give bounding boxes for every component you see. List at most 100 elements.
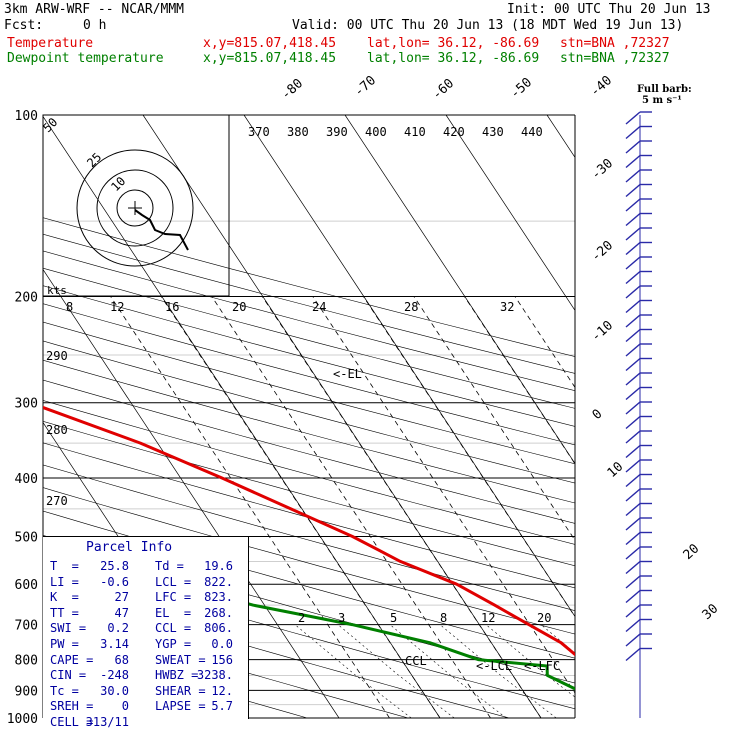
- parcel-row-cell: T =: [50, 559, 79, 573]
- parcel-row-cell: LI =: [50, 574, 79, 589]
- hodograph-frame: [42, 114, 230, 297]
- wind-barb-staff: [625, 415, 641, 430]
- dry-adiabat: [43, 303, 575, 446]
- mixing-ratio-label: 8: [440, 611, 447, 625]
- dry-adiabat: [43, 285, 575, 427]
- init-time: Init: 00 UTC Thu 20 Jun 13: [507, 2, 711, 17]
- barb-legend-unit: 5 m s⁻¹: [642, 95, 682, 106]
- isotherm-label-top: -40: [588, 73, 615, 100]
- wind-barb-staff: [625, 604, 641, 618]
- dew-series-latlon: lat,lon= 36.12, -86.69: [367, 51, 540, 66]
- speed-tick: 32: [500, 300, 514, 314]
- speed-tick: 12: [110, 300, 124, 314]
- wind-barb-staff: [625, 270, 641, 285]
- isotherm-label-right: 10: [605, 459, 627, 481]
- wind-barb-staff: [625, 241, 641, 256]
- wind-barb: [625, 502, 652, 517]
- wind-barb-staff: [625, 299, 641, 314]
- wind-barb-staff: [625, 444, 641, 459]
- wind-barb: [625, 517, 652, 531]
- dry-adiabat-label: 370: [248, 125, 270, 139]
- wind-barb-staff: [625, 227, 641, 241]
- wind-barb-staff: [625, 589, 641, 604]
- hodograph-ring-label: 25: [84, 150, 104, 170]
- parcel-row-cell: -0.6: [100, 574, 129, 589]
- parcel-row-cell: K =: [50, 590, 79, 605]
- dew-series-name: Dewpoint temperature: [7, 51, 164, 66]
- temperature-line: [43, 405, 575, 657]
- parcel-row-cell: EL =: [155, 605, 192, 620]
- lfc-label: <-LFC: [524, 659, 560, 673]
- parcel-info-title: Parcel Info: [86, 540, 173, 555]
- pressure-tick-100: 100: [15, 109, 38, 124]
- dry-adiabat-label: 430: [482, 125, 504, 139]
- parcel-row-cell: 12.: [211, 683, 233, 698]
- wind-barb: [625, 256, 652, 270]
- isotherm: [43, 268, 340, 718]
- dry-adiabat: [43, 267, 575, 409]
- wind-barb: [625, 212, 652, 227]
- isotherm-label-right: -20: [589, 238, 616, 265]
- model-title: 3km ARW-WRF -- NCAR/MMM: [4, 2, 185, 17]
- parcel-row-cell: SREH =: [50, 699, 94, 714]
- parcel-row-cell: 30.0: [100, 683, 129, 698]
- wind-barb: [625, 618, 652, 633]
- wind-barb: [625, 459, 652, 473]
- parcel-row-cell: CCL =: [155, 621, 192, 636]
- moist-adiabat: [160, 296, 441, 718]
- wind-barb: [625, 401, 652, 415]
- pressure-tick-700: 700: [15, 619, 38, 634]
- wind-barb-staff: [625, 386, 641, 401]
- dewpoint-line: [43, 551, 575, 691]
- parcel-row-cell: LCL =: [155, 574, 192, 589]
- parcel-row-cell: PW =: [50, 637, 79, 651]
- fcst-value: 0 h: [83, 18, 107, 33]
- wind-barb: [625, 198, 652, 212]
- parcel-row-cell: 19.6: [204, 559, 233, 573]
- pressure-tick-900: 900: [15, 684, 38, 699]
- hodograph-unit: kts: [47, 284, 67, 297]
- wind-barb: [625, 270, 652, 285]
- pressure-tick-600: 600: [15, 578, 38, 593]
- parcel-row-cell: 3.14: [100, 637, 129, 651]
- isotherm-label-right: 20: [681, 541, 703, 563]
- moist-adiabat: [110, 296, 390, 718]
- dry-adiabat: [43, 217, 575, 357]
- moist-adiabat: [413, 296, 575, 542]
- isotherm-label-right: -10: [589, 318, 616, 345]
- pressure-tick-1000: 1000: [7, 712, 38, 727]
- wind-barb: [625, 546, 652, 560]
- isotherm-label-right: 30: [700, 601, 722, 623]
- wind-barb: [625, 111, 652, 125]
- parcel-row-cell: CAPE =: [50, 652, 94, 667]
- isotherm-label-top: -60: [430, 76, 457, 103]
- wind-barb-staff: [625, 125, 641, 140]
- wind-barb-staff: [625, 633, 641, 647]
- mixing-ratio-label: 20: [537, 611, 551, 625]
- wind-barb: [625, 140, 652, 154]
- theta-label-left: 270: [46, 494, 68, 508]
- wind-barb-staff: [625, 183, 641, 198]
- dry-adiabat-label: 420: [443, 125, 465, 139]
- dry-adiabat-label: 390: [326, 125, 348, 139]
- parcel-row-cell: 822.: [204, 574, 233, 589]
- dry-adiabat: [43, 612, 409, 718]
- wind-barb-staff: [625, 459, 641, 473]
- wind-barb-staff: [625, 618, 641, 633]
- pressure-tick-300: 300: [15, 397, 38, 412]
- pressure-tick-800: 800: [15, 654, 38, 669]
- wind-barb-staff: [625, 647, 641, 662]
- isotherm-label-right: 0: [590, 407, 606, 423]
- isotherm: [445, 115, 575, 312]
- dew-series-stn: stn=BNA ,72327: [560, 51, 670, 66]
- wind-barb: [625, 241, 652, 256]
- wind-barb-staff: [625, 169, 641, 183]
- el-label: <-EL: [333, 367, 362, 381]
- parcel-row-cell: Tc =: [50, 683, 79, 698]
- isotherm-label-top: -50: [508, 75, 535, 102]
- parcel-row-cell: 27: [114, 590, 129, 605]
- temp-series-stn: stn=BNA ,72327: [560, 36, 670, 51]
- wind-barb: [625, 372, 652, 386]
- pressure-tick-400: 400: [15, 472, 38, 487]
